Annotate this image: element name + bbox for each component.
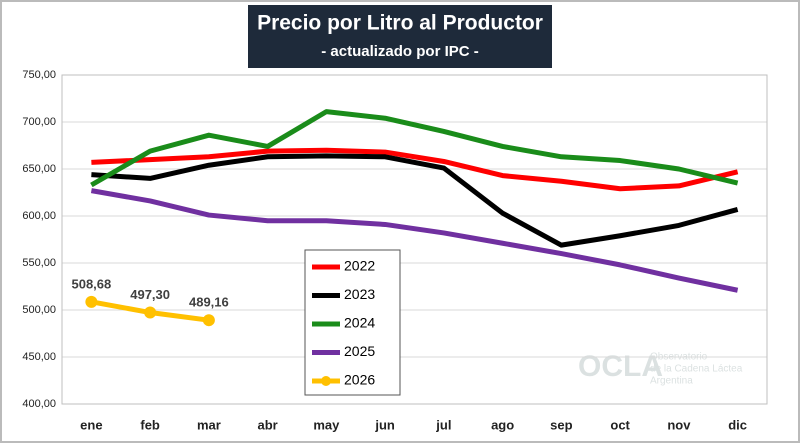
- x-tick-label: ene: [80, 417, 102, 432]
- x-tick-label: jun: [374, 417, 395, 432]
- y-tick-label: 600,00: [22, 210, 56, 222]
- x-tick-label: may: [313, 417, 340, 432]
- legend-label: 2026: [344, 372, 375, 388]
- x-tick-label: feb: [140, 417, 160, 432]
- data-label: 508,68: [71, 276, 111, 291]
- series-line: [90, 188, 739, 293]
- legend-label: 2025: [344, 343, 375, 359]
- legend-marker: [321, 376, 331, 386]
- y-tick-label: 450,00: [22, 351, 56, 363]
- watermark-line: Argentina: [650, 376, 693, 387]
- data-label: 489,16: [189, 295, 229, 310]
- x-tick-label: abr: [258, 417, 278, 432]
- point: [202, 314, 215, 327]
- y-tick-label: 650,00: [22, 163, 56, 175]
- series-line: [91, 147, 739, 192]
- y-tick-label: 500,00: [22, 304, 56, 316]
- watermark-line: de la Cadena Láctea: [650, 364, 743, 375]
- y-tick-label: 750,00: [22, 69, 56, 81]
- x-tick-label: jul: [435, 417, 451, 432]
- x-tick-label: sep: [550, 417, 572, 432]
- point: [85, 295, 98, 308]
- plot-border: [61, 74, 768, 405]
- title-box: [248, 5, 552, 68]
- watermark-name: OCLA: [578, 350, 663, 383]
- chart-subtitle: - actualizado por IPC -: [321, 43, 479, 60]
- legend-label: 2024: [344, 315, 375, 331]
- series-line: [91, 153, 739, 248]
- series-line: [90, 109, 739, 188]
- x-tick-label: ago: [491, 417, 514, 432]
- x-tick-label: oct: [610, 417, 630, 432]
- legend-label: 2023: [344, 286, 375, 302]
- y-tick-label: 700,00: [22, 116, 56, 128]
- y-tick-label: 550,00: [22, 257, 56, 269]
- data-label: 497,30: [130, 287, 170, 302]
- legend: 2022 2023 2024 2025 2026: [304, 249, 401, 396]
- x-tick-label: mar: [197, 417, 221, 432]
- x-tick-label: dic: [728, 417, 747, 432]
- y-tick-label: 400,00: [22, 398, 56, 410]
- legend-label: 2022: [344, 258, 375, 274]
- point: [144, 306, 157, 319]
- chart-title: Precio por Litro al Productor: [257, 12, 543, 35]
- x-tick-label: nov: [667, 417, 691, 432]
